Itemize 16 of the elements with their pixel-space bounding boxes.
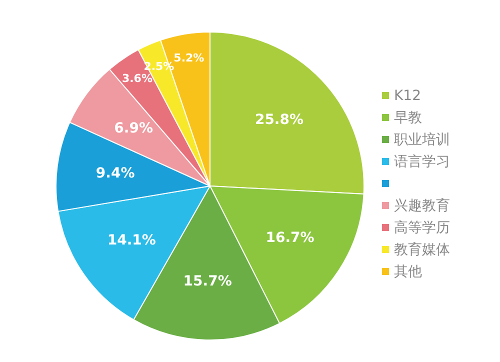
legend-label: 其他 bbox=[394, 264, 422, 280]
legend-label: 高等学历 bbox=[394, 220, 450, 236]
data-label: 3.6% bbox=[122, 72, 152, 86]
legend-label: K12 bbox=[394, 88, 421, 104]
data-label: 9.4% bbox=[96, 165, 135, 182]
legend-label: 语言学习 bbox=[394, 154, 450, 170]
legend-label: 职业培训 bbox=[394, 132, 450, 148]
data-label: 5.2% bbox=[174, 51, 204, 64]
data-label: 14.1% bbox=[107, 232, 156, 248]
data-label: 25.8% bbox=[254, 112, 304, 128]
data-label: 6.9% bbox=[114, 120, 154, 137]
legend-label: 早教 bbox=[394, 110, 422, 126]
legend-label: 兴趣教育 bbox=[394, 196, 450, 214]
data-label: 16.7% bbox=[266, 230, 314, 246]
legend-label: 教育媒体 bbox=[394, 240, 450, 258]
data-label: 15.7% bbox=[183, 273, 232, 290]
